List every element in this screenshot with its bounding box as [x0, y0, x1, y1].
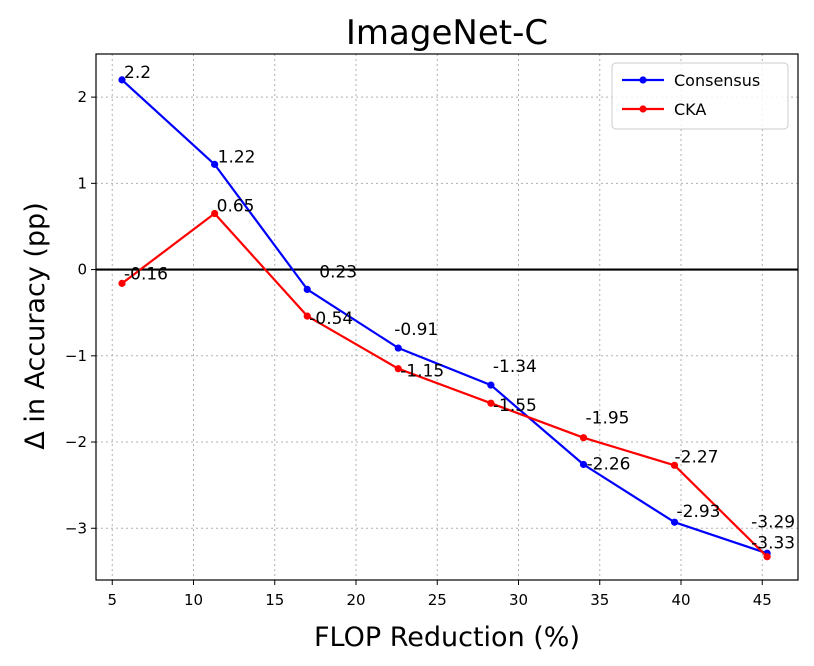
data-label-consensus: -2.26 [587, 454, 631, 474]
legend: Consensus CKA [611, 62, 789, 130]
data-label-cka: 0.65 [217, 197, 255, 217]
legend-marker-consensus [639, 76, 647, 84]
x-axis: 5 10 15 20 25 30 35 40 45 [107, 580, 772, 609]
data-point-cka [394, 365, 402, 373]
data-point-consensus [394, 344, 402, 352]
y-tick-label: 0 [77, 261, 87, 279]
x-tick-label: 40 [671, 591, 690, 609]
y-tick-label: 2 [77, 88, 87, 106]
data-point-cka [118, 279, 126, 287]
data-point-consensus [303, 285, 311, 294]
data-label-consensus: 2.2 [124, 63, 151, 83]
x-tick-label: 15 [265, 591, 284, 609]
data-point-cka [670, 461, 679, 469]
data-labels: 2.2 1.22 0.23 -0.91 -1.34 -2.26 -2.93 -3.29 -0.1… [124, 63, 795, 554]
data-point-cka [211, 209, 219, 218]
data-label-consensus: -1.34 [493, 357, 537, 377]
data-label-cka: -0.54 [309, 309, 353, 329]
x-tick-label: 30 [509, 591, 528, 609]
legend-marker-cka [639, 105, 647, 113]
series-line-cka [121, 212, 768, 558]
data-point-consensus [118, 76, 126, 84]
data-label-consensus: 1.22 [218, 147, 256, 167]
data-label-cka: -0.16 [124, 264, 168, 284]
y-tick-label: 1 [77, 174, 87, 192]
data-label-consensus: -3.29 [751, 512, 795, 532]
data-point-cka [579, 434, 588, 442]
x-axis-label: FLOP Reduction (%) [314, 622, 580, 653]
data-point-consensus [211, 160, 219, 168]
legend-label-cka: CKA [674, 100, 706, 119]
chart-title: ImageNet-C [346, 13, 548, 53]
legend-label-consensus: Consensus [674, 71, 760, 90]
x-tick-label: 20 [346, 591, 365, 609]
data-point-cka [487, 399, 495, 407]
data-point-cka [763, 553, 771, 561]
y-axis: −3 −2 −1 0 1 2 [65, 88, 96, 537]
x-tick-label: 10 [184, 591, 203, 609]
data-label-consensus: 0.23 [319, 262, 357, 282]
data-point-consensus [487, 381, 495, 389]
plot-area [95, 53, 799, 581]
y-tick-label: −2 [65, 433, 87, 451]
data-point-cka [303, 312, 311, 320]
y-axis-label: Δ in Accuracy (pp) [20, 202, 51, 449]
x-tick-label: 45 [753, 591, 772, 609]
y-tick-label: −1 [65, 347, 87, 365]
data-label-consensus: -0.91 [394, 320, 438, 340]
data-label-cka: -1.15 [400, 362, 444, 382]
data-label-cka: -1.95 [586, 409, 630, 429]
series-group [118, 76, 771, 561]
x-tick-label: 25 [428, 591, 447, 609]
data-label-cka: -3.33 [751, 534, 795, 554]
series-line-consensus [121, 79, 768, 555]
data-label-cka: -2.27 [675, 447, 719, 467]
data-label-consensus: -2.93 [677, 502, 721, 522]
x-tick-label: 35 [590, 591, 609, 609]
data-point-consensus [670, 518, 679, 526]
y-tick-label: −3 [65, 519, 87, 537]
x-tick-label: 5 [107, 591, 117, 609]
data-label-cka: -1.55 [493, 396, 537, 416]
data-point-consensus [579, 460, 588, 469]
grid [96, 54, 798, 580]
